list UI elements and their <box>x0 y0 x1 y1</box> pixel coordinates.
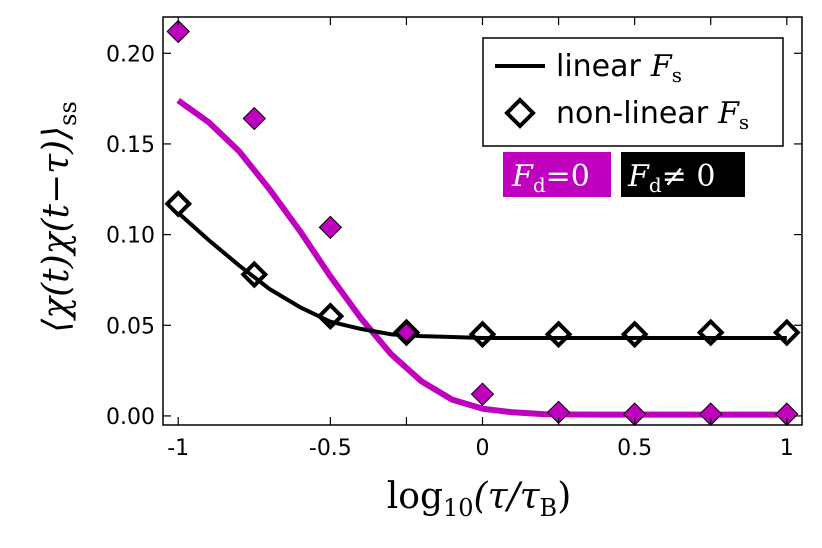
x-title-base: log <box>387 476 443 517</box>
badge-fd-nonzero-sub: d <box>649 173 662 197</box>
legend-entry-linear: linear Fs <box>556 49 682 87</box>
legend-linear-sub: s <box>672 63 682 87</box>
series-line <box>176 211 787 340</box>
legend-nonlinear-var: F <box>717 96 740 131</box>
legend-diamond-marker <box>504 97 536 129</box>
y-tick-label: 0.05 <box>106 314 155 339</box>
series-line <box>176 97 787 418</box>
x-tick-label: 0 <box>476 436 490 461</box>
data-point <box>620 320 649 349</box>
data-point <box>318 215 343 240</box>
x-tick-label: 0.5 <box>617 436 652 461</box>
y-title-sub: ss <box>54 101 82 126</box>
legend-nonlinear-label: non-linear <box>556 96 709 131</box>
badge-fd-nonzero-var: F <box>627 159 650 194</box>
badge-fd-nonzero: Fd≠ 0 <box>627 159 715 197</box>
series-lines <box>176 97 787 418</box>
badge-fd-nonzero-rel: ≠ 0 <box>662 159 716 194</box>
y-title-expr: ⟨χ(t)χ(t−τ)⟩ <box>36 126 77 333</box>
y-tick-label: 0.15 <box>106 133 155 158</box>
y-axis-title: ⟨χ(t)χ(t−τ)⟩ss <box>36 101 82 333</box>
x-tick-label: 1 <box>780 436 794 461</box>
legend-linear-label: linear <box>556 49 642 84</box>
data-point <box>166 19 190 44</box>
data-point <box>468 320 497 349</box>
axis-ticks <box>163 17 802 425</box>
badge-fd-zero-rel: =0 <box>546 159 590 194</box>
data-point <box>316 302 345 331</box>
x-tick-label: -0.5 <box>309 436 352 461</box>
legend-linear-var: F <box>650 49 673 84</box>
badge-fd-zero: Fd=0 <box>511 159 590 197</box>
badge-fd-zero-background <box>503 152 611 197</box>
y-tick-label: 0.20 <box>106 42 155 67</box>
data-point <box>242 106 266 131</box>
x-title-sub: 10 <box>443 494 474 522</box>
y-tick-label: 0.00 <box>106 405 155 430</box>
data-point <box>392 318 421 347</box>
x-title-expr-sub: B <box>540 494 558 522</box>
x-title-close: ) <box>557 476 571 517</box>
badge-fd-zero-sub: d <box>533 173 546 197</box>
data-point <box>164 189 193 218</box>
legend: linear Fs non-linear Fs <box>482 37 784 147</box>
x-tick-label: -1 <box>167 436 189 461</box>
data-point <box>544 320 573 349</box>
x-title-expr: (τ/τ <box>474 476 541 517</box>
legend-entry-nonlinear: non-linear Fs <box>556 96 749 134</box>
badge-fd-zero-var: F <box>511 159 534 194</box>
axis-tick-labels: -1 -0.5 0 0.5 1 0.00 0.05 0.10 0.15 0.20 <box>106 42 794 461</box>
x-axis-title: log10(τ/τB) <box>387 476 571 522</box>
badge-fd-nonzero-background <box>621 152 745 197</box>
data-point <box>772 318 801 347</box>
y-tick-label: 0.10 <box>106 224 155 249</box>
data-point <box>470 382 495 406</box>
data-point <box>696 318 725 347</box>
legend-box <box>482 37 784 147</box>
data-point <box>240 260 269 289</box>
legend-nonlinear-sub: s <box>739 110 749 134</box>
condition-badges: Fd=0 Fd≠ 0 <box>503 152 745 197</box>
